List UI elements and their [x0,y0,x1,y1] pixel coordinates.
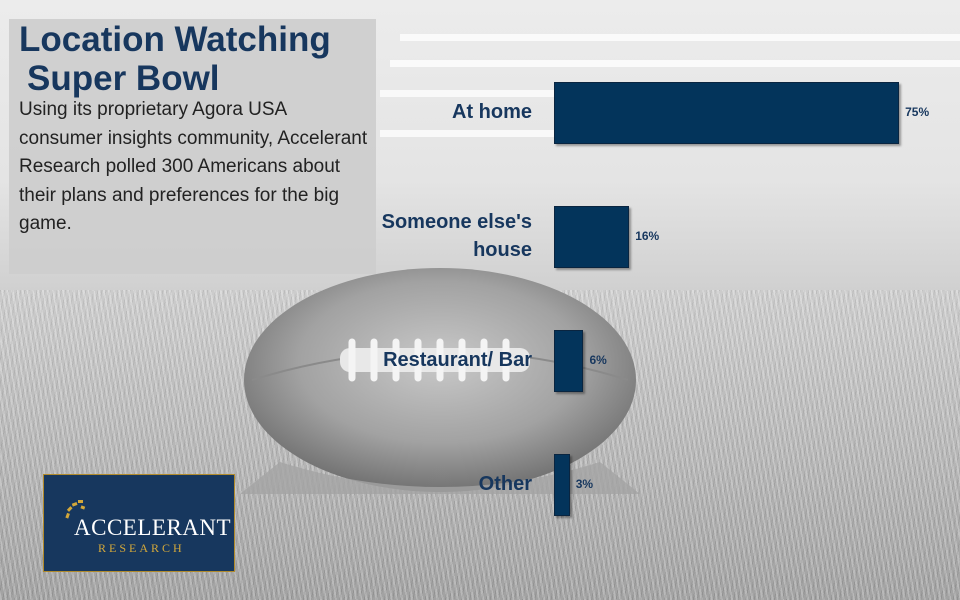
chart-title-line2: Super Bowl [27,59,220,98]
bar [554,206,630,268]
chart-title: Location Watching Super Bowl [19,20,369,98]
data-label: 16% [635,229,660,243]
bar [554,330,584,392]
bar [554,454,570,516]
yard-line [400,34,960,41]
sunburst-icon [65,500,86,519]
category-label: Restaurant/ Bar [383,349,532,371]
data-label: 6% [589,353,607,367]
bar [554,82,900,144]
yard-line [390,60,960,67]
description-text: Using its proprietary Agora USA consumer… [19,99,368,234]
description-panel [9,19,376,274]
category-label: Other [478,473,532,495]
accelerant-research-logo: ACCELERANT RESEARCH [43,474,235,572]
category-label: Someone else's house [381,211,532,261]
data-label: 75% [905,105,930,119]
yard-line [380,130,560,137]
logo-name: ACCELERANT [74,515,232,540]
category-label: At home [452,101,532,123]
logo-subtitle: RESEARCH [98,541,185,555]
football-image [240,268,640,494]
data-label: 3% [575,477,594,491]
chart-title-line1: Location Watching [19,20,331,59]
yard-line [380,90,560,97]
